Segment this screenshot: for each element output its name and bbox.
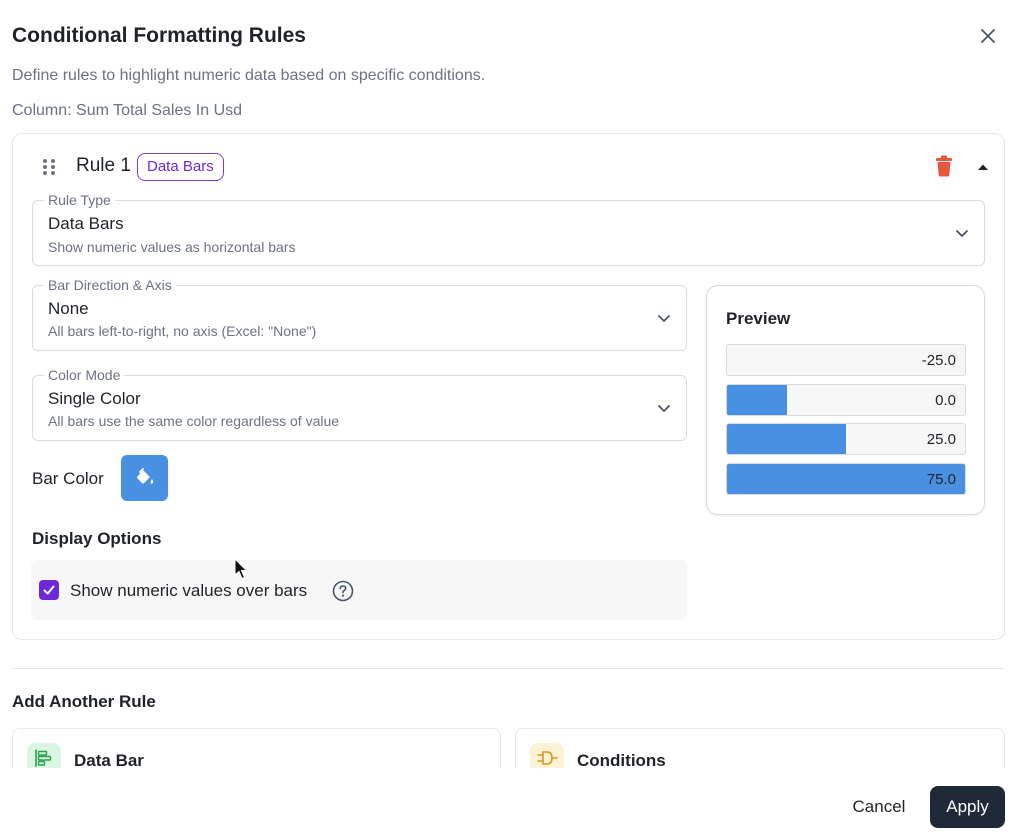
close-icon: [981, 29, 995, 43]
dialog-title: Conditional Formatting Rules: [12, 24, 306, 47]
rule-name: Rule 1: [76, 155, 131, 176]
preview-bar-value: 75.0: [926, 471, 956, 488]
trash-icon: [936, 155, 952, 177]
data-bar-option-label: Data Bar: [74, 751, 144, 768]
preview-bar: 75.0: [726, 463, 966, 495]
conditions-icon-box: [530, 743, 564, 768]
display-options-heading: Display Options: [32, 529, 162, 548]
checkmark-icon: [43, 585, 55, 595]
color-mode-description: All bars use the same color regardless o…: [48, 413, 340, 429]
add-data-bar-rule-card[interactable]: Data Bar: [12, 728, 501, 768]
collapse-rule-button[interactable]: [974, 158, 992, 176]
bar-direction-description: All bars left-to-right, no axis (Excel: …: [48, 323, 317, 339]
cancel-button[interactable]: Cancel: [852, 797, 906, 816]
apply-button[interactable]: Apply: [930, 786, 1005, 828]
bar-direction-select[interactable]: Bar Direction & Axis None All bars left-…: [32, 277, 687, 351]
add-conditions-rule-card[interactable]: Conditions: [515, 728, 1005, 768]
rule-type-description: Show numeric values as horizontal bars: [48, 239, 296, 255]
caret-up-icon: [978, 164, 988, 170]
chevron-down-icon: [658, 405, 670, 412]
add-rule-heading: Add Another Rule: [12, 692, 156, 711]
preview-bar-value: 0.0: [935, 392, 956, 409]
preview-bar-value: 25.0: [926, 431, 956, 448]
bar-direction-label: Bar Direction & Axis: [44, 277, 176, 293]
chevron-down-icon: [658, 315, 670, 322]
preview-bar-value: -25.0: [921, 352, 956, 369]
rule-type-value: Data Bars: [48, 214, 124, 233]
color-mode-value: Single Color: [48, 389, 141, 408]
dialog-footer: [0, 768, 1024, 840]
show-values-checkbox[interactable]: [39, 580, 59, 600]
show-values-label[interactable]: Show numeric values over bars: [70, 581, 308, 600]
section-divider: [12, 668, 1005, 669]
delete-rule-button[interactable]: [934, 155, 954, 177]
rule-type-badge: Data Bars: [137, 153, 224, 181]
bar-color-picker-button[interactable]: [121, 455, 168, 501]
column-label: Column: Sum Total Sales In Usd: [12, 102, 243, 119]
conditions-icon: [537, 751, 558, 765]
mouse-cursor-icon: [234, 558, 248, 580]
data-bar-icon: [35, 749, 52, 767]
chevron-down-icon: [956, 230, 968, 237]
preview-bar: -25.0: [726, 344, 966, 376]
bar-color-label: Bar Color: [32, 469, 104, 488]
preview-bar: 25.0: [726, 423, 966, 455]
preview-bar-fill: [727, 464, 965, 494]
color-mode-label: Color Mode: [44, 367, 125, 383]
display-options-panel: [31, 560, 687, 620]
bar-direction-value: None: [48, 299, 89, 318]
preview-bar: 0.0: [726, 384, 966, 416]
preview-bar-fill: [727, 424, 846, 454]
conditions-option-label: Conditions: [577, 751, 666, 768]
drag-handle-icon[interactable]: [41, 158, 57, 176]
data-bar-icon-box: [27, 743, 61, 768]
preview-bar-fill: [727, 385, 787, 415]
preview-panel: Preview -25.0 0.0 25.0 75.0: [706, 285, 985, 515]
dialog-subtitle: Define rules to highlight numeric data b…: [12, 67, 486, 84]
paint-bucket-icon: [136, 468, 153, 484]
rule-type-select[interactable]: Rule Type Data Bars Show numeric values …: [32, 192, 985, 266]
close-button[interactable]: [976, 24, 1000, 48]
help-icon[interactable]: [332, 580, 354, 602]
preview-title: Preview: [726, 309, 791, 328]
color-mode-select[interactable]: Color Mode Single Color All bars use the…: [32, 367, 687, 441]
rule-type-label: Rule Type: [44, 192, 115, 208]
